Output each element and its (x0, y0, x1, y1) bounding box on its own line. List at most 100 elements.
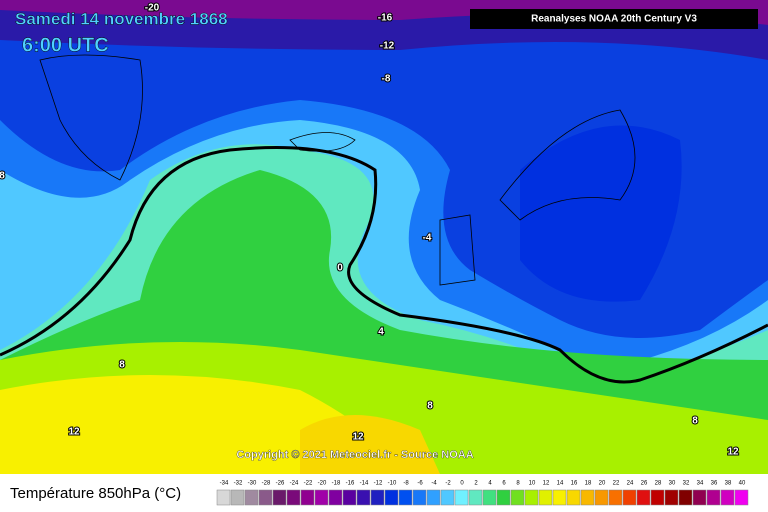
contour-label: -4 (423, 233, 432, 244)
color-swatch (272, 489, 287, 506)
color-swatch (566, 489, 581, 506)
color-swatch (552, 489, 567, 506)
contour-labels: -20 -16 -12 -8 8 -4 0 4 8 8 12 12 8 12 (0, 2, 740, 459)
scale-label: -26 (276, 481, 285, 487)
color-swatch (482, 489, 497, 506)
contour-label: -12 (380, 41, 395, 52)
scale-label: -14 (360, 481, 369, 487)
scale-label: -20 (318, 481, 327, 487)
color-swatch (580, 489, 595, 506)
color-swatch (720, 489, 735, 506)
scale-label: -24 (290, 481, 299, 487)
scale-label: -4 (431, 481, 437, 487)
color-swatch (258, 489, 273, 506)
color-swatch (468, 489, 483, 506)
color-swatch (524, 489, 539, 506)
contour-label: 8 (0, 171, 5, 182)
source-box (470, 9, 758, 29)
scale-label: 12 (543, 481, 550, 487)
scale-label: -32 (234, 481, 243, 487)
color-swatch (496, 489, 511, 506)
copyright: Copyright © 2021 Meteociel.fr - Source N… (236, 449, 473, 461)
scale-label: 22 (613, 481, 620, 487)
contour-label: 8 (119, 360, 125, 371)
color-swatch (314, 489, 329, 506)
color-swatch (664, 489, 679, 506)
contour-label: -8 (382, 74, 391, 85)
scale-label: 34 (697, 481, 704, 487)
contour-label: 8 (692, 416, 698, 427)
source-label: Reanalyses NOAA 20th Century V3 (531, 14, 697, 25)
color-swatch (734, 489, 749, 506)
date-title: Samedi 14 novembre 1868 (15, 9, 228, 28)
time-title: 6:00 UTC (22, 34, 109, 56)
scale-label: 30 (669, 481, 676, 487)
color-swatch (594, 489, 609, 506)
scale-label: 32 (683, 481, 690, 487)
scale-label: 14 (557, 481, 564, 487)
scale-label: 28 (655, 481, 662, 487)
color-swatch (230, 489, 245, 506)
color-swatch (454, 489, 469, 506)
scale-label: 36 (711, 481, 718, 487)
scale-label: 40 (739, 481, 746, 487)
color-swatch (412, 489, 427, 506)
scale-label: 20 (599, 481, 606, 487)
color-swatch (608, 489, 623, 506)
scale-label: 16 (571, 481, 578, 487)
map (0, 0, 768, 474)
color-scale: -34 -32 -30 -28 -26 -24 -22 -20 -18 -16 -14 -12 -10-… (216, 481, 749, 506)
contour-label: 12 (68, 427, 80, 438)
scale-label: -18 (332, 481, 341, 487)
contour-label: 12 (352, 432, 364, 443)
scale-label: -6 (417, 481, 423, 487)
color-swatch (216, 489, 231, 506)
contour-label: -16 (378, 13, 393, 24)
scale-label: -34 (220, 481, 229, 487)
color-swatch (398, 489, 413, 506)
color-swatch (384, 489, 399, 506)
coastline (39, 54, 636, 286)
cold-zone (0, 0, 768, 25)
scale-label: 10 (529, 481, 536, 487)
scale-label: -8 (403, 481, 409, 487)
scale-label: -2 (445, 481, 451, 487)
color-swatch (300, 489, 315, 506)
color-swatch (678, 489, 693, 506)
scale-label: 18 (585, 481, 592, 487)
scale-label: -10 (388, 481, 397, 487)
zero-isotherm (0, 146, 768, 384)
scale-label: -22 (304, 481, 313, 487)
contour-label: 12 (727, 447, 739, 458)
color-swatch (286, 489, 301, 506)
cold-zone (520, 125, 682, 302)
color-swatch (426, 489, 441, 506)
color-swatch (370, 489, 385, 506)
color-swatch (650, 489, 665, 506)
color-swatch (342, 489, 357, 506)
contour-label: 8 (427, 401, 433, 412)
contour-label: -20 (145, 3, 160, 14)
scale-label: -16 (346, 481, 355, 487)
color-swatch (510, 489, 525, 506)
scale-label: 26 (641, 481, 648, 487)
contour-label: 4 (378, 327, 384, 338)
scale-label: 38 (725, 481, 732, 487)
scale-label: -28 (262, 481, 271, 487)
scale-label: 4 (488, 481, 492, 487)
scale-label: 6 (502, 481, 506, 487)
color-swatch (244, 489, 259, 506)
color-swatch (706, 489, 721, 506)
scale-label: -12 (374, 481, 383, 487)
color-swatch (328, 489, 343, 506)
color-swatch (692, 489, 707, 506)
scale-label: 24 (627, 481, 634, 487)
color-swatch (356, 489, 371, 506)
scale-label: 2 (474, 481, 478, 487)
contour-label: 0 (337, 263, 343, 274)
scale-label: -30 (248, 481, 257, 487)
legend-title: Température 850hPa (°C) (10, 485, 181, 502)
color-swatch (538, 489, 553, 506)
scale-label: 8 (516, 481, 520, 487)
